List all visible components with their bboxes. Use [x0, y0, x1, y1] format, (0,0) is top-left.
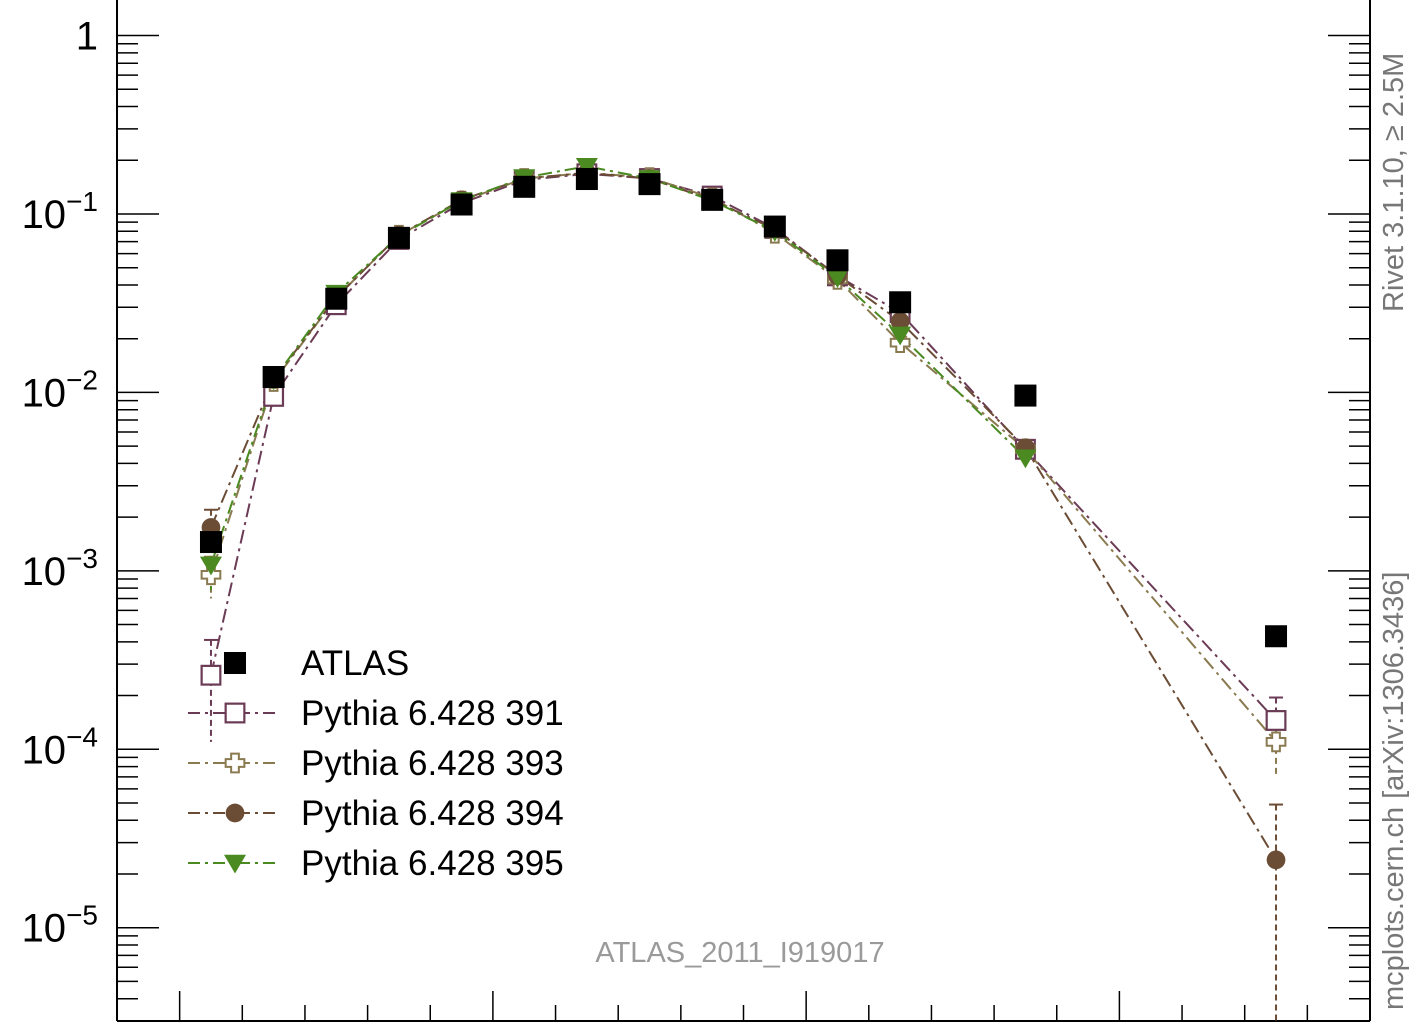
data-point: [1014, 449, 1037, 469]
data-point: [701, 188, 724, 211]
series-line-4: [210, 165, 1027, 566]
data-point: [890, 312, 910, 331]
y-tick-label: 10−4: [22, 721, 98, 772]
data-point: [1014, 384, 1037, 407]
data-point: [575, 168, 598, 191]
legend-label: Pythia 6.428 391: [301, 694, 564, 733]
legend-label: Pythia 6.428 395: [301, 844, 564, 883]
legend: ATLAS Pythia 6.428 391 Pythia 6.428 393 Pyt…: [188, 644, 564, 883]
legend-label: ATLAS: [301, 644, 409, 683]
data-point: [325, 287, 348, 310]
legend-marker: [224, 752, 246, 774]
data-point: [1265, 625, 1288, 648]
analysis-label: ATLAS_2011_I919017: [595, 937, 884, 969]
data-point: [1266, 850, 1286, 870]
y-tick-label: 10−3: [22, 543, 98, 594]
rivet-version-label: Rivet 3.1.10, ≥ 2.5M: [1378, 53, 1410, 312]
data-point: [575, 158, 598, 177]
data-point: [1265, 731, 1287, 753]
data-point: [889, 291, 912, 314]
data-point: [200, 664, 222, 686]
y-tick-label: 10−2: [22, 364, 98, 415]
data-point: [199, 531, 222, 554]
legend-label: Pythia 6.428 393: [301, 744, 564, 783]
x-axis: [178, 991, 1371, 1021]
legend-label: Pythia 6.428 394: [301, 794, 564, 833]
data-point: [1265, 710, 1287, 731]
source-reference-label: mcplots.cern.ch [arXiv:1306.3436]: [1378, 572, 1410, 1010]
data-markers: [199, 158, 1288, 870]
legend-marker: [224, 854, 246, 874]
y-axis: 1 10−1 10−2 10−3 10−4 10−5: [22, 15, 1370, 1022]
data-point: [262, 366, 285, 389]
legend-marker: [224, 652, 246, 674]
data-point: [199, 556, 222, 576]
data-point: [638, 173, 661, 196]
y-tick-label: 1: [76, 15, 98, 59]
error-bars: [203, 163, 1284, 1021]
data-point: [889, 326, 912, 346]
y-tick-label: 10−1: [22, 186, 98, 237]
data-point: [387, 226, 410, 249]
series-line-1: [209, 172, 1277, 722]
data-point: [763, 215, 786, 238]
data-point: [826, 249, 849, 272]
series-line-2: [210, 171, 1277, 743]
y-tick-label: 10−5: [22, 900, 98, 951]
legend-marker: [224, 702, 246, 724]
legend-marker: [225, 803, 245, 823]
data-point: [450, 193, 473, 216]
data-point: [513, 175, 536, 198]
data-point: [826, 269, 849, 289]
